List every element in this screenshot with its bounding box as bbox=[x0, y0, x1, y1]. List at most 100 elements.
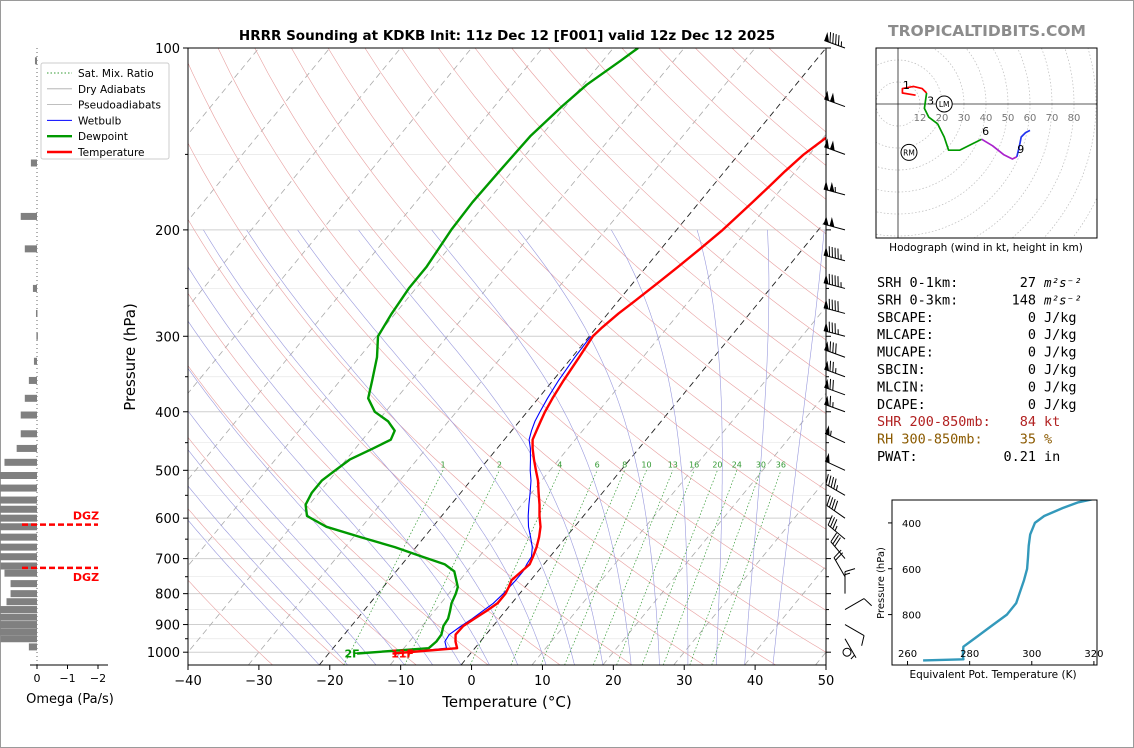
parameter-row: PWAT: 0.21 in bbox=[877, 449, 1060, 465]
wind-barb bbox=[824, 378, 846, 396]
legend-label: Dry Adiabats bbox=[78, 84, 146, 96]
barb-pennant bbox=[824, 138, 830, 149]
theta-e-x-tick-label: 280 bbox=[960, 649, 979, 660]
omega-bar bbox=[4, 569, 37, 577]
parameter-unit: kt bbox=[1044, 414, 1060, 430]
hodograph-frame bbox=[875, 47, 1098, 239]
wind-barbs bbox=[823, 32, 872, 660]
barb-flag bbox=[830, 477, 835, 488]
dry-adiabat bbox=[327, 48, 826, 530]
storm-motion-label: LM bbox=[939, 100, 950, 109]
barb-flag bbox=[832, 379, 834, 391]
pseudoadiabat bbox=[188, 485, 348, 665]
parameter-value: 0.21 bbox=[1003, 449, 1036, 465]
barb-flag bbox=[829, 341, 832, 352]
barb-staff bbox=[826, 505, 846, 519]
mixing-ratio-label: 16 bbox=[689, 460, 699, 469]
omega-tick-label: 0 bbox=[34, 672, 41, 685]
omega-bar bbox=[0, 606, 38, 614]
theta-e-xlabel: Equivalent Pot. Temperature (K) bbox=[909, 669, 1076, 681]
legend-label: Pseudoadiabats bbox=[78, 100, 161, 112]
mixing-ratio-line bbox=[564, 470, 647, 665]
isotherm bbox=[188, 48, 472, 394]
omega-bar bbox=[28, 643, 37, 651]
hodograph-caption: Hodograph (wind in kt, height in km) bbox=[889, 242, 1083, 254]
barb-flag bbox=[834, 537, 841, 547]
hodograph-trace bbox=[901, 85, 1031, 160]
legend-label: Sat. Mix. Ratio bbox=[78, 68, 154, 80]
theta-e-ylabel: Pressure (hPa) bbox=[876, 547, 887, 619]
mixing-ratio-label: 24 bbox=[732, 460, 742, 469]
wind-barb bbox=[824, 138, 846, 155]
wind-barb bbox=[823, 321, 846, 337]
barb-pennant bbox=[825, 425, 830, 436]
pseudoadiabat bbox=[188, 367, 433, 665]
mixing-ratio-line bbox=[510, 470, 598, 665]
hodograph-ring-label: 50 bbox=[1002, 113, 1015, 124]
hodograph-ring-label: 20 bbox=[936, 113, 949, 124]
hodograph-ring-label: 70 bbox=[1046, 113, 1059, 124]
barb-staff bbox=[830, 541, 846, 559]
wind-barb bbox=[824, 395, 846, 413]
omega-bar bbox=[24, 394, 37, 402]
barb-flag bbox=[835, 343, 837, 354]
barb-flag bbox=[829, 395, 832, 407]
parameter-value: 35 bbox=[1020, 432, 1036, 448]
mixing-ratio-line bbox=[663, 470, 738, 665]
omega-bar bbox=[0, 621, 37, 629]
wind-barb bbox=[844, 638, 857, 660]
parameter-row: DCAPE: 0 J/kg bbox=[877, 397, 1077, 413]
dry-adiabat bbox=[438, 48, 826, 415]
omega-bar bbox=[20, 212, 37, 220]
series-temperature bbox=[392, 136, 826, 655]
parameter-row: MUCAPE: 0 J/kg bbox=[877, 345, 1077, 361]
pseudoadiabat bbox=[188, 449, 377, 665]
parameter-row: SHR 200-850mb: 84 kt bbox=[877, 414, 1060, 430]
parameter-value: 0 bbox=[1028, 310, 1036, 326]
wind-barb bbox=[844, 598, 872, 610]
omega-bar bbox=[24, 245, 37, 253]
barb-pennant bbox=[829, 217, 835, 228]
wind-barb bbox=[827, 515, 846, 540]
dgz-label: DGZ bbox=[73, 571, 99, 584]
dry-adiabat bbox=[188, 62, 776, 665]
barb-flag bbox=[828, 497, 834, 508]
hodograph-height-label: 9 bbox=[1017, 143, 1024, 156]
hodograph-segment bbox=[923, 92, 939, 125]
skewt-xlabel: Temperature (°C) bbox=[441, 693, 571, 711]
dry-adiabat bbox=[291, 48, 826, 570]
parameter-value: 0 bbox=[1028, 379, 1036, 395]
omega-bar bbox=[4, 458, 37, 466]
omega-bar bbox=[0, 635, 37, 643]
y-tick-label: 900 bbox=[155, 619, 180, 634]
parameter-unit: J/kg bbox=[1044, 379, 1077, 395]
omega-bar bbox=[28, 376, 37, 384]
isotherm bbox=[188, 48, 614, 567]
parameter-unit: % bbox=[1044, 432, 1052, 448]
pseudoadiabat bbox=[611, 229, 689, 665]
omega-bar bbox=[10, 580, 38, 588]
y-tick-label: 100 bbox=[155, 42, 180, 57]
mixing-ratio-label: 30 bbox=[756, 460, 766, 469]
omega-bar bbox=[30, 159, 37, 167]
omega-bar bbox=[16, 444, 37, 452]
dry-adiabat bbox=[511, 48, 826, 341]
pseudoadiabat bbox=[297, 229, 575, 665]
barb-flag bbox=[863, 598, 872, 607]
hodograph-rings: 12 20 30 40 50 60 70 80 bbox=[876, 48, 1097, 238]
omega-bar bbox=[0, 472, 38, 480]
mixing-ratio-label: 1 bbox=[440, 460, 445, 469]
barb-flag bbox=[829, 32, 832, 43]
wind-barb bbox=[824, 452, 846, 471]
barb-flag bbox=[826, 495, 831, 506]
barb-staff bbox=[824, 432, 846, 444]
barb-pennant bbox=[824, 32, 830, 43]
wind-barb bbox=[844, 568, 856, 594]
x-tick-label: −10 bbox=[387, 674, 414, 689]
dry-adiabat bbox=[188, 218, 633, 665]
y-tick-label: 400 bbox=[155, 406, 180, 421]
skewt-ylabel: Pressure (hPa) bbox=[121, 303, 139, 411]
mixing-ratio-label: 20 bbox=[712, 460, 722, 469]
wind-barb bbox=[833, 549, 846, 577]
brand-watermark: TROPICALTIDBITS.COM bbox=[888, 22, 1086, 40]
